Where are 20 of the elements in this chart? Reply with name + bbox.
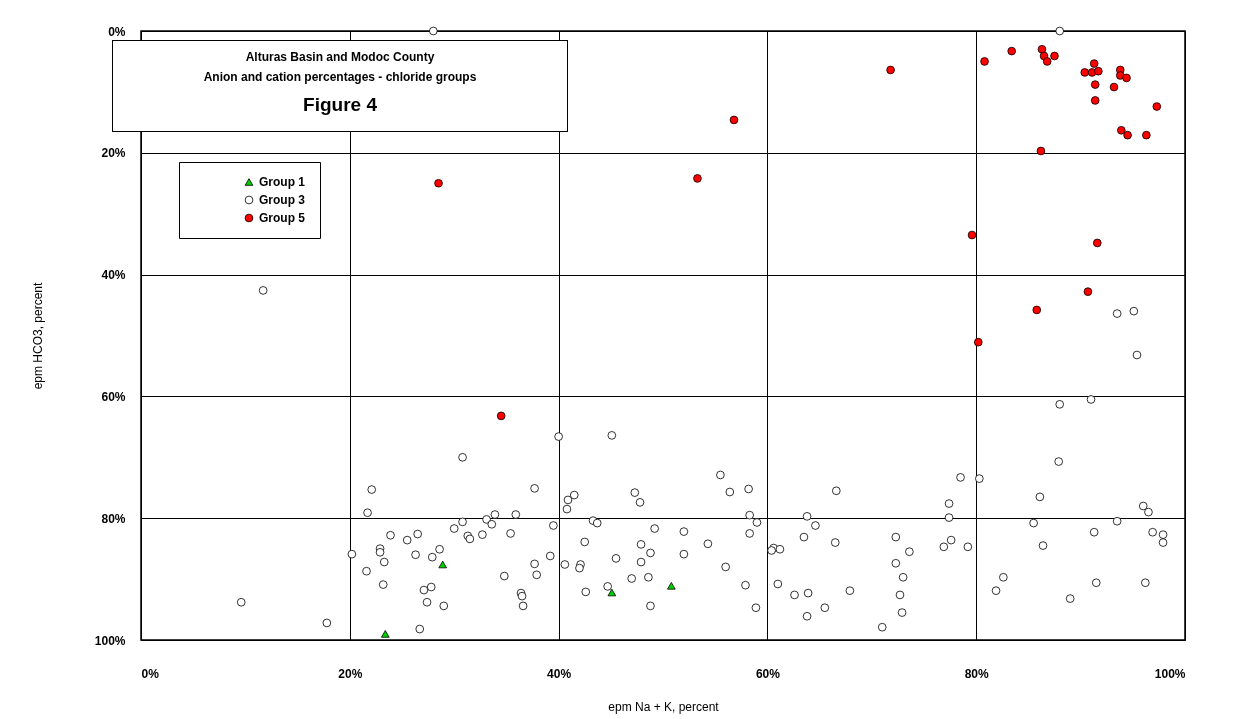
- x-tick-label: 40%: [547, 666, 572, 681]
- y-tick-label: 100%: [94, 633, 126, 648]
- x-tick-label: 60%: [755, 666, 781, 681]
- legend-label: Group 5: [259, 211, 306, 225]
- text: Alturas Basin and Modoc County: [244, 50, 436, 64]
- annotation: Figure 4: [302, 94, 378, 116]
- x-tick-label: 100%: [1154, 666, 1186, 681]
- y-tick-label: 20%: [101, 146, 126, 161]
- y-tick-label: 80%: [101, 511, 126, 526]
- x-tick-label: 0%: [141, 666, 160, 681]
- y-tick-label: 60%: [101, 389, 126, 404]
- x-tick-label: 20%: [338, 666, 363, 681]
- x-axis-title: epm Na + K, percent: [608, 699, 720, 714]
- legend-label: Group 1: [259, 175, 306, 189]
- y-tick-label: 40%: [101, 268, 126, 283]
- y-axis-title: epm HCO3, percent: [30, 281, 45, 390]
- legend-label: Group 3: [259, 193, 306, 207]
- x-tick-label: 80%: [964, 666, 990, 681]
- text: Anion and cation percentages - chloride groups: [202, 70, 478, 84]
- y-tick-label: 0%: [108, 24, 126, 39]
